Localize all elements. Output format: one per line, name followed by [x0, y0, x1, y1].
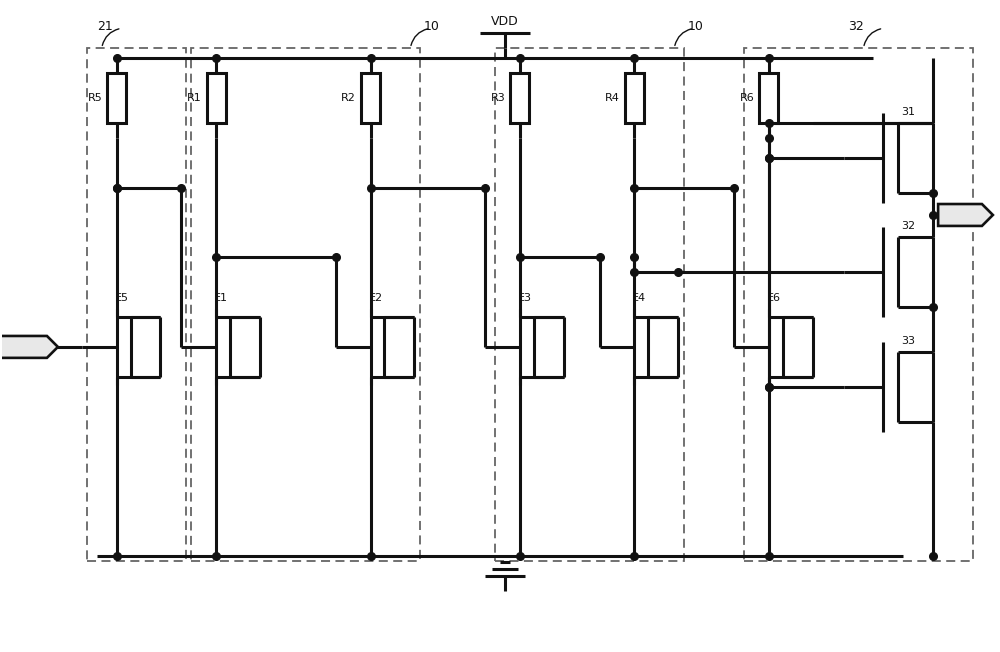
Text: E3: E3	[518, 293, 532, 303]
Text: R5: R5	[87, 93, 102, 103]
Text: Vout: Vout	[953, 210, 982, 220]
Text: E6: E6	[767, 293, 781, 303]
Bar	[191, 48, 420, 561]
Bar	[495, 48, 684, 561]
Text: E5: E5	[115, 293, 129, 303]
Bar	[87, 48, 186, 561]
Text: R6: R6	[740, 93, 754, 103]
Text: Vin: Vin	[7, 342, 27, 352]
Bar	[744, 48, 973, 561]
Text: 31: 31	[901, 107, 915, 117]
Text: R2: R2	[341, 93, 356, 103]
Polygon shape	[938, 204, 993, 226]
Text: VDD: VDD	[491, 15, 519, 28]
Bar	[361, 73, 380, 123]
Bar	[510, 73, 529, 123]
Bar	[107, 73, 126, 123]
Text: 21: 21	[97, 20, 112, 33]
Text: E2: E2	[368, 293, 383, 303]
Text: 32: 32	[849, 20, 864, 33]
Bar	[207, 73, 226, 123]
Bar	[759, 73, 778, 123]
Text: R1: R1	[187, 93, 202, 103]
Text: E1: E1	[214, 293, 228, 303]
Text: 32: 32	[901, 222, 915, 231]
Text: E4: E4	[632, 293, 646, 303]
Text: 10: 10	[423, 20, 439, 33]
Polygon shape	[0, 336, 58, 358]
Text: 33: 33	[901, 336, 915, 346]
Text: R3: R3	[491, 93, 505, 103]
Text: R4: R4	[605, 93, 620, 103]
Bar	[625, 73, 644, 123]
Text: 10: 10	[687, 20, 703, 33]
